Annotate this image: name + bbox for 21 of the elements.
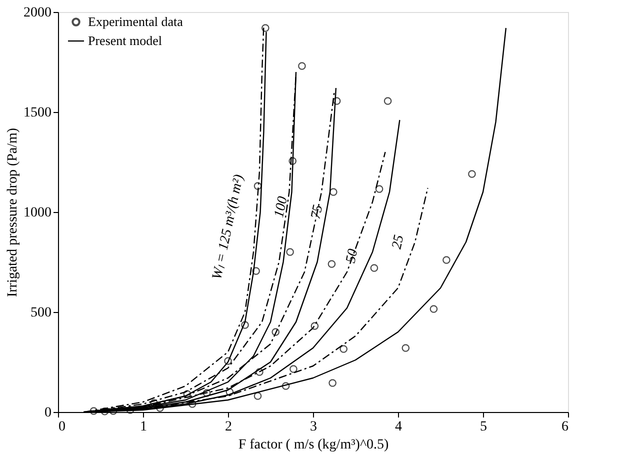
y-tick-label: 500 (30, 306, 52, 320)
x-tick-label: 1 (140, 420, 147, 434)
x-tick-label: 2 (225, 420, 232, 434)
annotation: 25 (390, 234, 408, 251)
annotation: 50 (344, 248, 362, 265)
annotation: Wₗ = 125 m³/(h m²) (210, 172, 248, 281)
x-tick-label: 5 (480, 420, 487, 434)
legend-label: Experimental data (88, 14, 184, 29)
annotation: 75 (308, 204, 326, 221)
x-axis-title: F factor ( m/s (kg/m³)^0.5) (238, 438, 390, 452)
x-tick-label: 3 (310, 420, 317, 434)
x-tick-label: 0 (58, 420, 66, 434)
y-tick-label: 1500 (24, 106, 52, 120)
y-tick-label: 0 (44, 406, 52, 420)
y-axis-title: Irrigated pressure drop (Pa/m) (6, 128, 20, 298)
x-tick-label: 6 (562, 420, 568, 434)
x-tick-label: 4 (395, 420, 402, 434)
annotation: 100 (272, 195, 292, 219)
y-tick-label: 1000 (24, 206, 52, 220)
y-tick-label: 2000 (24, 6, 52, 20)
legend-label: Present model (88, 33, 162, 48)
